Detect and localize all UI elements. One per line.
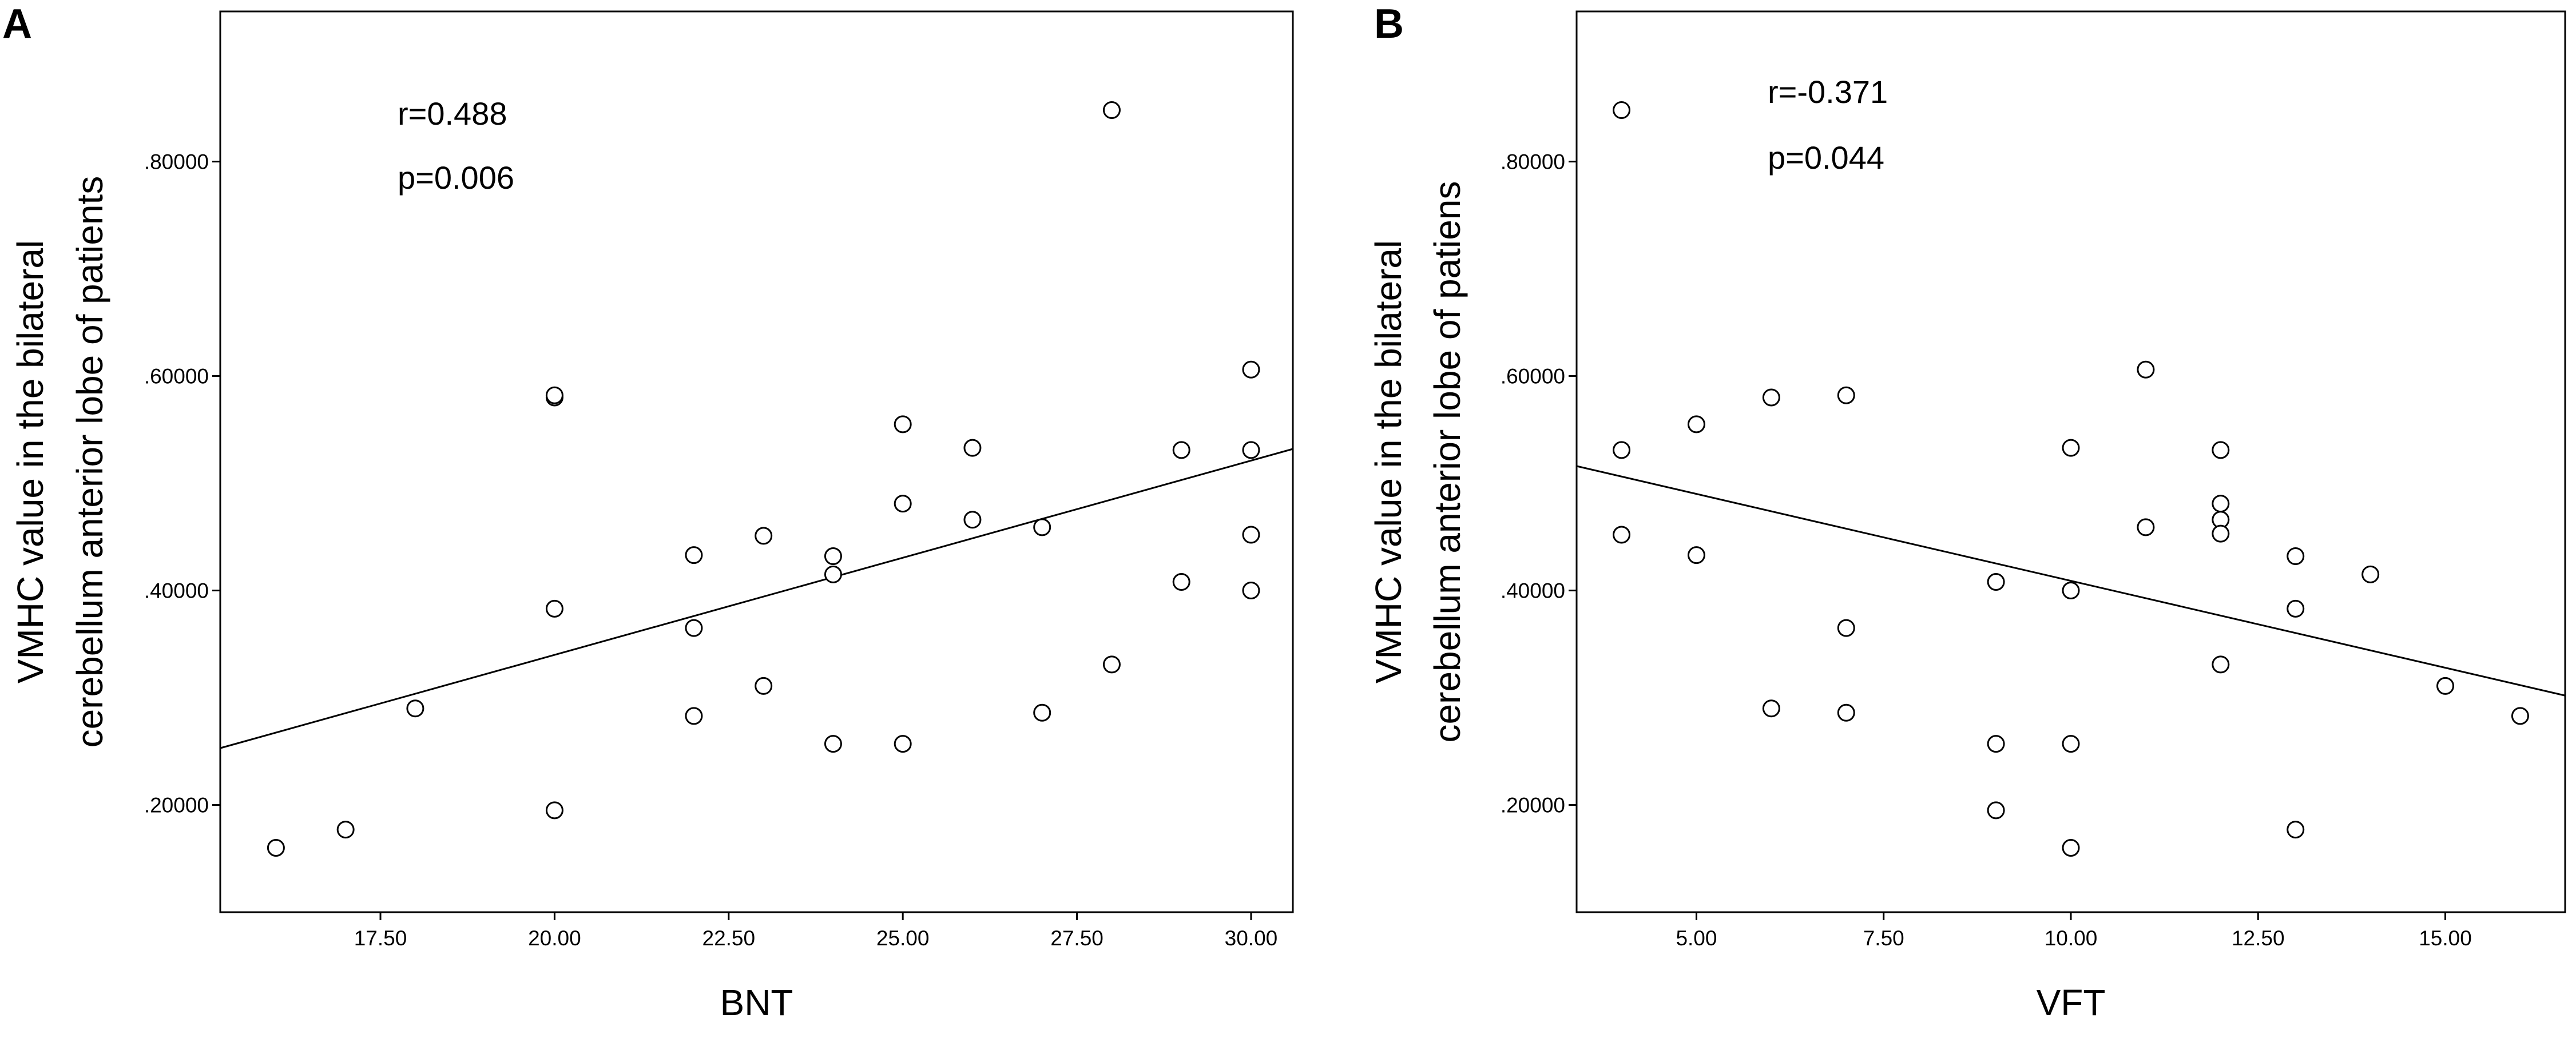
regression-line bbox=[220, 448, 1293, 749]
x-tick-label: 30.00 bbox=[1225, 926, 1278, 950]
y-tick-label: .40000 bbox=[144, 579, 209, 603]
data-point bbox=[1242, 441, 1260, 459]
panel-label: B bbox=[1374, 1, 1404, 47]
x-axis-title: VFT bbox=[2037, 982, 2106, 1023]
stat-annotation: p=0.006 bbox=[398, 160, 514, 196]
data-point bbox=[894, 415, 912, 434]
data-point bbox=[2062, 582, 2080, 599]
data-point bbox=[1172, 441, 1190, 459]
data-point bbox=[1687, 415, 1705, 434]
y-tick-label: .20000 bbox=[1501, 794, 1565, 817]
y-tick-label: .40000 bbox=[1501, 579, 1565, 603]
data-point bbox=[1987, 801, 2005, 820]
y-tick-label: .80000 bbox=[144, 150, 209, 174]
x-tick-label: 10.00 bbox=[2045, 926, 2098, 950]
data-point bbox=[2212, 655, 2230, 674]
x-tick-label: 12.50 bbox=[2232, 926, 2285, 950]
x-tick-label: 22.50 bbox=[702, 926, 756, 950]
data-point bbox=[2511, 707, 2529, 725]
data-point bbox=[1033, 703, 1051, 722]
chart-panel-a: A .20000 .40000 .60000 .80000 17.50 20.00 22.50… bbox=[2, 1, 1294, 1023]
data-point bbox=[1687, 546, 1705, 564]
data-point bbox=[1613, 101, 1631, 119]
chart-panel-b: B .20000 .40000 .60000 .80000 5.00 7.50 10.00 12… bbox=[1368, 1, 2566, 1023]
data-point bbox=[2287, 547, 2305, 565]
data-point bbox=[894, 735, 912, 753]
data-point bbox=[545, 801, 563, 820]
data-point bbox=[685, 546, 703, 564]
panel-label: A bbox=[2, 1, 32, 47]
data-point bbox=[2436, 677, 2455, 695]
data-point bbox=[1762, 699, 1780, 718]
data-point bbox=[1837, 619, 1855, 637]
y-tick-label: .60000 bbox=[1501, 365, 1565, 388]
data-point bbox=[545, 599, 563, 618]
data-point bbox=[685, 619, 703, 637]
data-point bbox=[824, 547, 842, 565]
data-point bbox=[755, 527, 773, 545]
x-tick-label: 27.50 bbox=[1050, 926, 1104, 950]
stat-annotation: r=-0.371 bbox=[1768, 74, 1888, 110]
data-point bbox=[2062, 439, 2080, 457]
x-tick-label: 17.50 bbox=[354, 926, 407, 950]
data-point bbox=[2287, 821, 2305, 839]
data-point bbox=[2137, 360, 2155, 379]
data-point bbox=[1613, 526, 1631, 544]
x-axis-title: BNT bbox=[720, 982, 793, 1023]
y-axis-title-line: cerebellum anterior lobe of patiens bbox=[1427, 181, 1468, 743]
data-point bbox=[1837, 703, 1855, 722]
data-point bbox=[755, 677, 773, 695]
data-point bbox=[267, 839, 285, 857]
data-point bbox=[2287, 599, 2305, 618]
data-point bbox=[406, 699, 424, 718]
data-point bbox=[545, 386, 563, 404]
data-point bbox=[1987, 735, 2005, 753]
x-tick-label: 25.00 bbox=[876, 926, 930, 950]
x-tick-label: 5.00 bbox=[1676, 926, 1717, 950]
stat-annotation: r=0.488 bbox=[398, 96, 507, 132]
data-point bbox=[1987, 573, 2005, 591]
data-point bbox=[1837, 386, 1855, 404]
y-axis-title-line: VMHC value in the bilateral bbox=[1368, 240, 1409, 683]
data-point bbox=[2212, 495, 2230, 513]
regression-line bbox=[1576, 465, 2566, 697]
stat-annotation: p=0.044 bbox=[1768, 140, 1884, 176]
data-point bbox=[2212, 524, 2230, 543]
data-point bbox=[2361, 565, 2380, 583]
data-point bbox=[2062, 839, 2080, 857]
data-point bbox=[1102, 101, 1121, 119]
data-point bbox=[1762, 388, 1780, 407]
x-tick-label: 7.50 bbox=[1863, 926, 1904, 950]
x-tick-label: 15.00 bbox=[2419, 926, 2472, 950]
data-point bbox=[2062, 735, 2080, 753]
plot-frame bbox=[1575, 10, 2566, 913]
plot-frame bbox=[219, 10, 1294, 913]
data-point bbox=[1242, 582, 1260, 599]
y-axis-title-line: VMHC value in the bilateral bbox=[10, 240, 51, 683]
y-tick-label: .60000 bbox=[144, 365, 209, 388]
data-point bbox=[336, 821, 355, 839]
data-point bbox=[685, 707, 703, 725]
data-point bbox=[2212, 441, 2230, 459]
data-point bbox=[824, 735, 842, 753]
data-point bbox=[1613, 441, 1631, 459]
y-tick-label: .20000 bbox=[144, 794, 209, 817]
data-point bbox=[824, 565, 842, 583]
data-point bbox=[963, 511, 982, 529]
y-axis-title-line: cerebellum anterior lobe of patients bbox=[69, 176, 110, 748]
y-tick-label: .80000 bbox=[1501, 150, 1565, 174]
data-point bbox=[1242, 526, 1260, 544]
data-point bbox=[1172, 573, 1190, 591]
data-point bbox=[1242, 360, 1260, 379]
data-point bbox=[1102, 655, 1121, 674]
x-tick-label: 20.00 bbox=[528, 926, 581, 950]
data-point bbox=[1033, 518, 1051, 536]
data-point bbox=[963, 439, 982, 457]
data-point bbox=[2137, 518, 2155, 536]
data-point bbox=[894, 495, 912, 513]
